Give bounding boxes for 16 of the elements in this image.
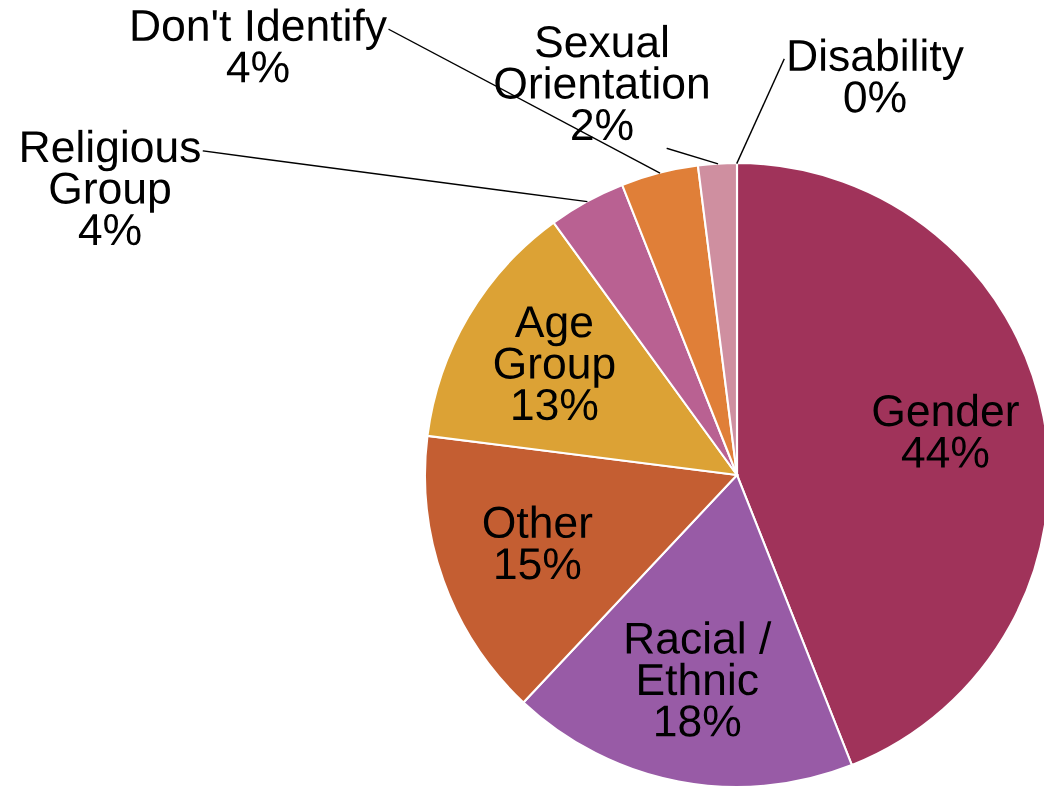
data-label: 15% [496,548,581,580]
data-label: 2% [572,108,633,141]
slice-label: Other [483,505,593,539]
slice-label: Age Group [494,306,615,388]
slice-label: Racial / Ethnic [626,621,772,696]
data-label: 4% [226,51,289,83]
data-label: 44% [901,436,989,468]
data-label: 13% [513,388,598,421]
text: 0% [844,81,906,113]
data-label: 4% [78,214,141,246]
data-label: 18% [656,705,741,737]
slice-label: Don't Identify [132,8,387,50]
slice-label: Sexual Orientation [495,24,708,99]
category-label: Disability [789,38,964,80]
slice-label: Gender [873,393,1019,427]
slice-label: Religious Group [22,129,200,213]
